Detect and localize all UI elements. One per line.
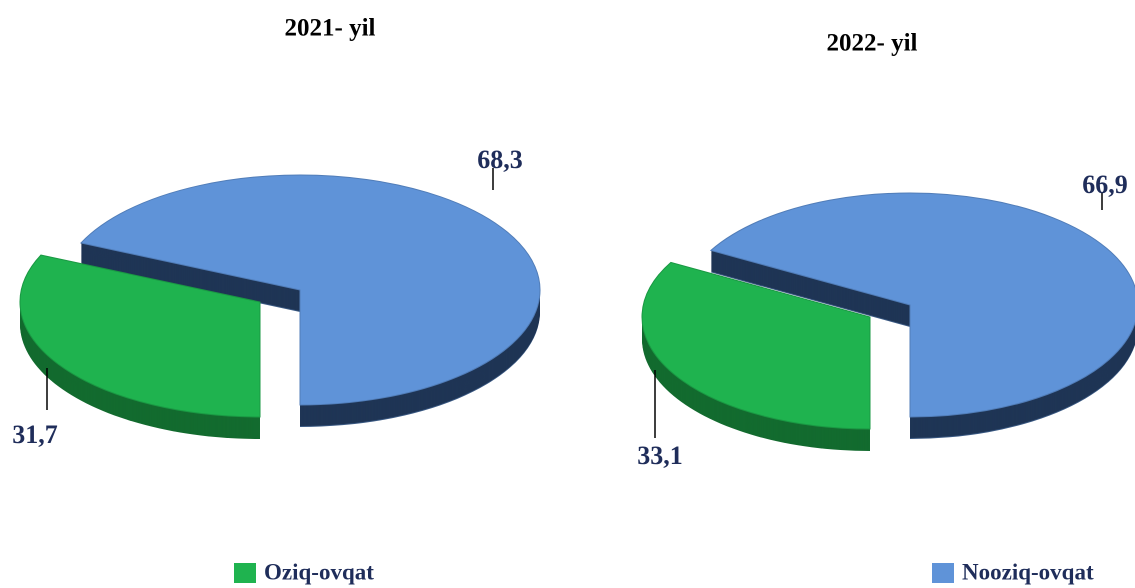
legend-label: Oziq-ovqat <box>264 559 374 584</box>
legend-swatch <box>932 563 954 583</box>
data-label: 66,9 <box>1082 170 1128 199</box>
chart-title: 2022- yil <box>827 30 918 57</box>
legend-swatch <box>234 563 256 583</box>
data-label: 68,3 <box>477 145 523 174</box>
chart-title: 2021- yil <box>285 15 376 42</box>
pie-slice <box>641 261 871 430</box>
pie-slice <box>19 254 261 418</box>
pie-slice <box>709 192 1135 418</box>
data-label: 31,7 <box>12 420 58 449</box>
data-label: 33,1 <box>637 441 683 470</box>
pie-slice <box>79 174 541 406</box>
legend-label: Nooziq-ovqat <box>962 559 1094 584</box>
